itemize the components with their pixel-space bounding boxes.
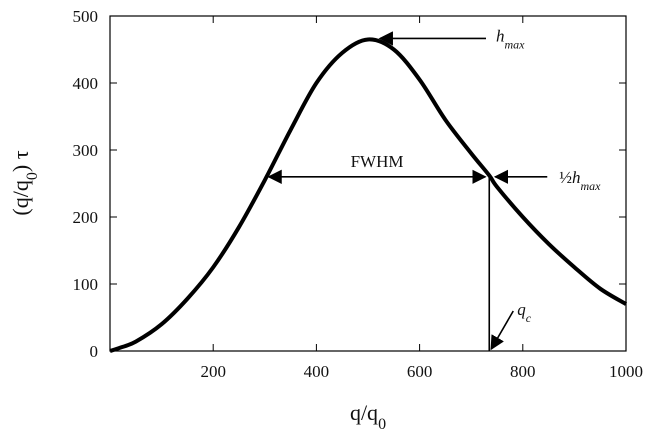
- y-tick-label-400: 400: [73, 74, 99, 93]
- data-curve: [109, 37, 628, 353]
- x-tick-label-200: 200: [200, 362, 226, 381]
- y-tick-label-200: 200: [73, 208, 99, 227]
- y-tick-label-500: 500: [73, 7, 99, 26]
- qc-label: qc: [517, 300, 532, 325]
- y-tick-label-0: 0: [90, 342, 99, 361]
- x-tick-label-400: 400: [304, 362, 330, 381]
- plot-frame: [109, 15, 627, 352]
- x-tick-label-600: 600: [407, 362, 433, 381]
- tick-labels: 200 400 600 800 1000 0 100 200 300 400 500: [73, 7, 644, 381]
- fwhm-label: FWHM: [351, 152, 404, 171]
- hmax-label: hmax: [496, 26, 525, 51]
- x-tick-label-1000: 1000: [609, 362, 643, 381]
- annotations: hmax FWHM ½hmax qc: [267, 26, 601, 351]
- qc-arrow: [490, 310, 514, 351]
- y-tick-label-300: 300: [73, 141, 99, 160]
- y-axis-label: (q/q0) τ: [8, 150, 41, 215]
- x-tick-label-800: 800: [510, 362, 536, 381]
- half-max-label: ½hmax: [559, 168, 601, 193]
- y-tick-label-100: 100: [73, 275, 99, 294]
- x-axis-label: q/q0: [350, 400, 386, 433]
